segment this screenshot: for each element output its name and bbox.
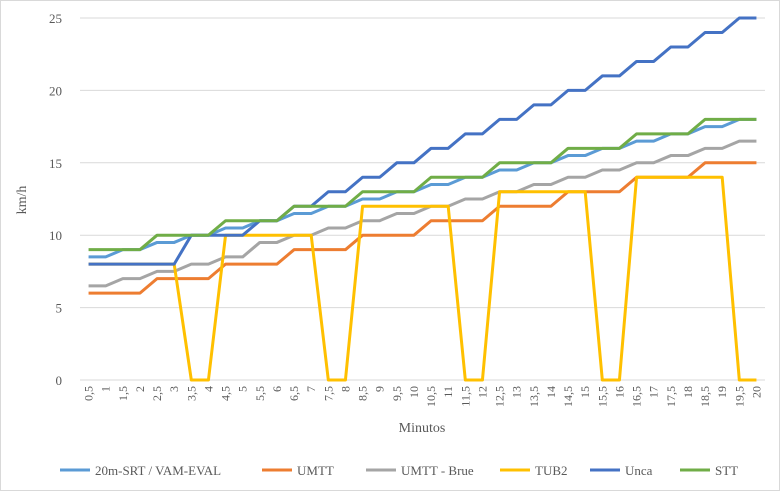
- x-tick-label: 18: [681, 386, 695, 398]
- legend-item: UMTT - Brue: [366, 463, 474, 478]
- x-tick-label: 11,5: [458, 386, 472, 407]
- x-tick-label: 14: [544, 386, 558, 398]
- x-tick-label: 18,5: [698, 386, 712, 407]
- x-tick-label: 6,5: [287, 386, 301, 401]
- x-tick-label: 9,5: [390, 386, 404, 401]
- x-tick-label: 11: [441, 386, 455, 398]
- x-tick-label: 13: [510, 386, 524, 398]
- series-lines: [88, 16, 757, 382]
- series-line-umtt-brue: [88, 139, 757, 288]
- x-tick-label: 4,5: [219, 386, 233, 401]
- legend-label: Unca: [625, 463, 653, 478]
- series-line-stt: [88, 117, 757, 252]
- x-axis-ticks: 0,5 1 1,5 2 2,5 3 3,5 4 4,5 5 5,5 6 6,5 7 7,5 8 8,5 9 9,5 1…: [82, 386, 764, 407]
- x-tick-label: 7: [304, 386, 318, 392]
- x-axis-label: Minutos: [399, 421, 446, 436]
- x-tick-label: 6: [270, 386, 284, 392]
- x-tick-label: 19: [715, 386, 729, 398]
- y-tick-label: 15: [49, 156, 62, 171]
- legend-item: UMTT: [262, 463, 334, 478]
- legend-label: UMTT: [297, 463, 334, 478]
- legend-item: TUB2: [500, 463, 568, 478]
- legend-label: STT: [715, 463, 738, 478]
- x-tick-label: 7,5: [321, 386, 335, 401]
- y-axis-ticks: 0 5 10 15 20 25: [49, 11, 62, 388]
- legend: 20m-SRT / VAM-EVAL UMTT UMTT - Brue TUB2 Unc…: [60, 463, 738, 478]
- y-tick-label: 5: [56, 301, 63, 316]
- x-tick-label: 20: [749, 386, 763, 398]
- x-tick-label: 16: [612, 386, 626, 398]
- legend-item: 20m-SRT / VAM-EVAL: [60, 463, 221, 478]
- series-line-tub2: [88, 175, 757, 382]
- legend-item: Unca: [590, 463, 653, 478]
- x-tick-label: 8,5: [356, 386, 370, 401]
- x-tick-label: 3: [167, 386, 181, 392]
- x-tick-label: 12: [475, 386, 489, 398]
- x-tick-label: 14,5: [561, 386, 575, 407]
- x-tick-label: 8: [338, 386, 352, 392]
- x-tick-label: 1: [99, 386, 113, 392]
- legend-label: 20m-SRT / VAM-EVAL: [95, 463, 221, 478]
- x-tick-label: 5,5: [253, 386, 267, 401]
- x-tick-label: 10,5: [424, 386, 438, 407]
- x-tick-label: 1,5: [116, 386, 130, 401]
- legend-label: UMTT - Brue: [401, 463, 474, 478]
- x-tick-label: 4: [201, 386, 215, 392]
- x-tick-label: 0,5: [82, 386, 96, 401]
- y-tick-label: 20: [49, 83, 62, 98]
- x-tick-label: 9: [373, 386, 387, 392]
- x-tick-label: 13,5: [527, 386, 541, 407]
- x-tick-label: 10: [407, 386, 421, 398]
- x-tick-label: 12,5: [493, 386, 507, 407]
- x-tick-label: 3,5: [184, 386, 198, 401]
- x-tick-label: 2,5: [150, 386, 164, 401]
- x-tick-label: 15: [578, 386, 592, 398]
- x-tick-label: 5: [236, 386, 250, 392]
- x-tick-label: 15,5: [595, 386, 609, 407]
- x-tick-label: 17,5: [664, 386, 678, 407]
- legend-label: TUB2: [535, 463, 568, 478]
- y-axis-label: km/h: [15, 186, 30, 215]
- x-tick-label: 19,5: [732, 386, 746, 407]
- y-tick-label: 0: [56, 373, 63, 388]
- x-tick-label: 17: [647, 386, 661, 398]
- y-tick-label: 25: [49, 11, 62, 26]
- x-tick-label: 16,5: [630, 386, 644, 407]
- y-tick-label: 10: [49, 228, 62, 243]
- x-tick-label: 2: [133, 386, 147, 392]
- legend-item: STT: [680, 463, 738, 478]
